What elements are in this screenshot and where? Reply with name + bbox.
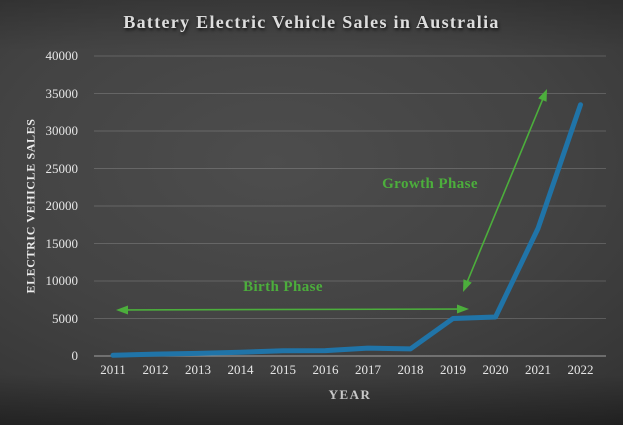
growth-phase-arrow [466,97,544,284]
y-tick-label: 20000 [45,198,79,213]
y-tick-label: 15000 [45,235,79,251]
x-tick-label: 2011 [100,362,126,377]
x-tick-label: 2020 [482,362,509,377]
growth-phase-arrow-head [538,89,547,102]
y-tick-label: 10000 [45,273,79,288]
y-tick-label: 35000 [45,85,79,101]
x-tick-label: 2018 [397,362,424,377]
x-tick-label: 2012 [142,362,169,377]
x-tick-label: 2019 [440,362,466,377]
x-tick-label: 2014 [227,362,254,377]
y-tick-label: 30000 [45,123,79,138]
birth-phase-arrow-head [456,304,469,314]
x-tick-label: 2016 [312,362,339,377]
x-tick-label: 2022 [567,362,594,377]
birth-phase-arrow-head [116,305,129,315]
birth-phase-label: Birth Phase [243,279,323,295]
x-tick-label: 2013 [185,362,211,377]
x-tick-label: 2017 [355,362,381,377]
chart-title: Battery Electric Vehicle Sales in Austra… [123,12,500,32]
x-axis-title: YEAR [328,387,372,402]
growth-phase-arrow-head [463,279,472,292]
y-tick-label: 5000 [52,310,78,326]
y-tick-label: 25000 [45,160,79,176]
y-tick-label: 40000 [45,48,79,63]
sales-line [110,102,583,358]
x-tick-label: 2015 [270,362,296,377]
y-tick-label: 0 [71,348,79,363]
x-tick-label: 2021 [525,362,551,377]
birth-phase-arrow [125,308,460,311]
growth-phase-label: Growth Phase [382,176,478,192]
